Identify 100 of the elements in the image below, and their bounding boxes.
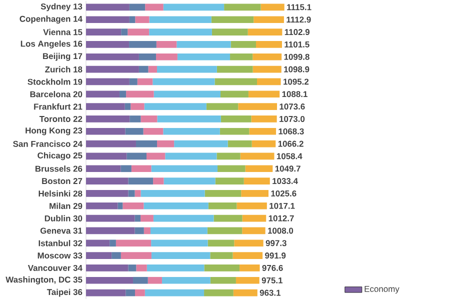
bar <box>129 78 138 86</box>
bar <box>118 202 123 210</box>
y-tick-label: Beijing 17 <box>43 52 82 61</box>
y-tick-label: Boston 27 <box>42 178 82 184</box>
bar <box>164 178 216 184</box>
bar <box>216 152 240 160</box>
bar <box>206 103 238 110</box>
annotation: 1049.7 <box>275 166 300 172</box>
bar <box>128 264 136 272</box>
y-tick-label: Dublin 30 <box>44 215 82 222</box>
bar <box>260 4 284 11</box>
bar <box>207 227 242 234</box>
bar <box>146 152 166 160</box>
bar <box>134 227 144 234</box>
bar <box>122 202 144 210</box>
bar <box>256 41 282 48</box>
bar <box>214 214 242 222</box>
bar <box>230 41 256 48</box>
annotation: 1112.9 <box>286 16 311 23</box>
bar <box>232 252 263 259</box>
bar <box>140 116 158 122</box>
bar <box>156 41 177 48</box>
bar <box>86 178 128 184</box>
bar <box>204 190 242 197</box>
bar <box>148 66 158 73</box>
bar <box>153 214 214 222</box>
annotation: 1008.0 <box>268 228 294 234</box>
bar <box>163 4 224 11</box>
bar <box>212 28 248 36</box>
y-tick-label: Washington, DC 35 <box>6 276 82 284</box>
bar <box>124 103 131 110</box>
y-tick-label: Sydney 13 <box>40 3 82 12</box>
bar <box>128 190 135 197</box>
bar <box>112 252 121 259</box>
bar <box>128 178 154 184</box>
bar <box>150 227 208 234</box>
bar <box>86 128 126 135</box>
bar <box>144 227 150 234</box>
bar <box>136 264 147 272</box>
y-tick-label: Stockholm 19 <box>28 78 82 85</box>
bar <box>137 78 153 86</box>
bar <box>136 140 158 148</box>
bar <box>204 264 240 272</box>
annotation: 1012.7 <box>268 215 294 222</box>
bar <box>126 152 147 160</box>
bar <box>238 103 278 110</box>
bar <box>252 53 282 60</box>
annotation: 1099.8 <box>284 54 310 60</box>
bar <box>162 276 210 284</box>
bar <box>220 128 250 135</box>
y-tick-label: Frankfurt 21 <box>34 103 82 110</box>
bar <box>86 276 134 284</box>
bar <box>218 165 246 172</box>
bar <box>86 103 125 110</box>
bar <box>240 152 274 160</box>
bar <box>125 128 144 135</box>
bar <box>163 128 220 135</box>
bar <box>157 140 174 148</box>
bar <box>86 116 130 122</box>
y-tick-label: Helsinki 28 <box>38 190 82 197</box>
annotation: 1098.9 <box>284 66 310 72</box>
bar <box>174 140 228 148</box>
bar <box>130 116 141 122</box>
bar <box>143 128 164 135</box>
bar <box>135 16 150 24</box>
bar <box>130 103 144 110</box>
bar <box>210 276 236 284</box>
y-tick-label: Barcelona 20 <box>30 91 82 98</box>
bar <box>220 116 252 122</box>
bar <box>86 140 136 148</box>
bar <box>86 41 130 48</box>
annotation: 1073.6 <box>280 104 305 110</box>
bar <box>86 289 126 296</box>
y-tick-label: Milan 29 <box>50 202 82 209</box>
bar <box>244 178 270 184</box>
bar <box>153 178 164 184</box>
bar <box>242 227 266 234</box>
bar <box>256 78 281 86</box>
annotation: 1073.0 <box>280 116 305 122</box>
annotation: 1101.5 <box>284 41 310 48</box>
bar <box>134 190 141 197</box>
y-tick-label: Taipei 36 <box>46 288 82 297</box>
bar <box>242 214 266 222</box>
y-tick-label: Los Angeles 16 <box>20 40 82 48</box>
bar <box>220 90 248 98</box>
y-tick-label: San Francisco 24 <box>13 140 82 147</box>
bar <box>121 28 128 36</box>
bar <box>248 28 282 36</box>
bar <box>86 16 130 24</box>
bar <box>224 4 261 11</box>
y-tick-label: Vienna 15 <box>43 28 82 36</box>
bar <box>204 289 234 296</box>
bar <box>129 41 156 48</box>
bar <box>120 252 152 259</box>
y-tick-label: Geneva 31 <box>40 228 82 234</box>
bar <box>254 16 284 24</box>
y-tick-label: Toronto 22 <box>39 116 82 122</box>
bar <box>157 116 221 122</box>
bar <box>86 78 130 86</box>
bar <box>249 128 276 135</box>
